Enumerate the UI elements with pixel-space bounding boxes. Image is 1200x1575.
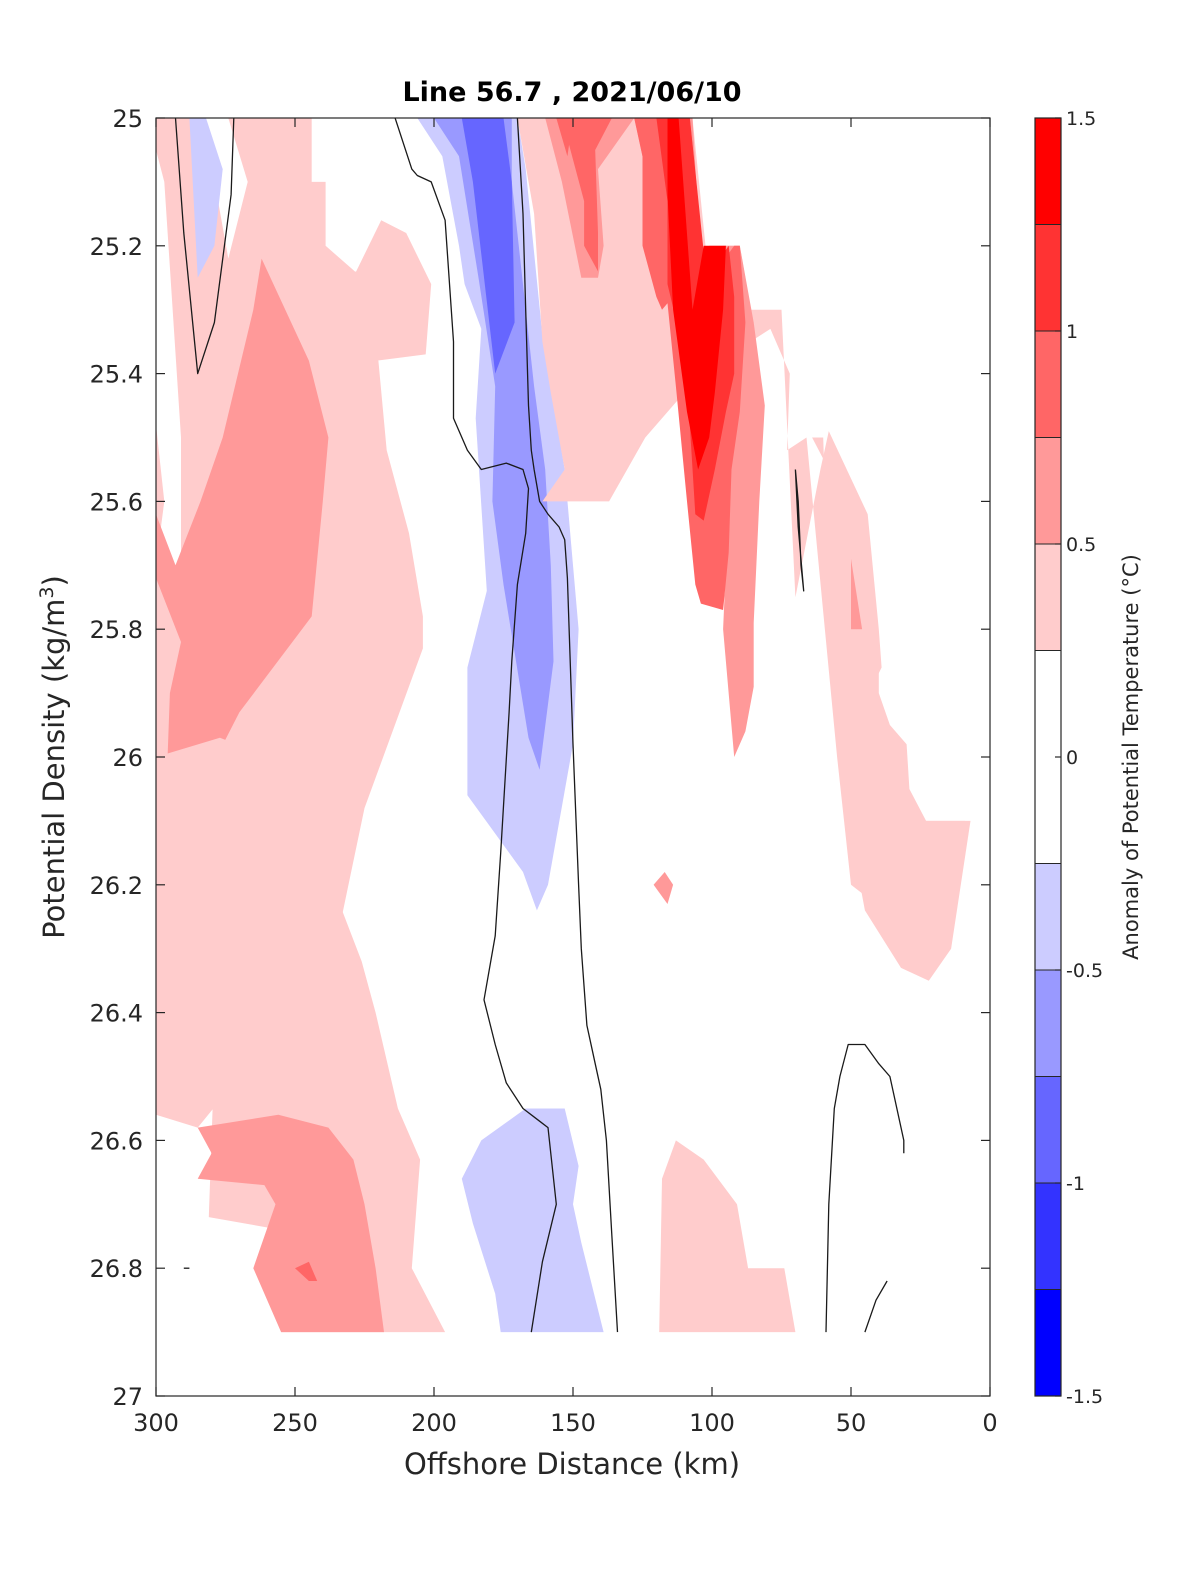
contour-region-warm-lower-left [156,737,446,1333]
y-axis-title-main: Potential Density (kg/m [37,599,71,939]
colorbar-tick-label: -1 [1066,1173,1085,1195]
colorbar-swatch [1035,1076,1061,1183]
y-tick-label: 26.6 [90,1127,143,1155]
contour-east-line [516,118,619,1333]
colorbar-tick-label: 0 [1066,747,1078,769]
y-tick-label: 26 [112,744,143,772]
contour-west-line [174,118,235,375]
colorbar-swatch [1035,437,1061,544]
contour-region-warm-right-strip [812,437,977,981]
colorbar-tick-label: -0.5 [1066,960,1103,982]
contour-region-cold-lower-165 [461,1108,604,1333]
zero-contour-layer [174,118,905,1333]
colorbar-swatch [1035,1183,1061,1290]
contour-right-arc-line [825,1043,905,1333]
x-tick-label: 300 [133,1409,179,1437]
contour-region-warm-patch-200 [325,220,432,361]
y-tick-label: 26.2 [90,872,143,900]
x-tick-label: 200 [411,1409,457,1437]
x-tick-label: 150 [550,1409,596,1437]
colorbar-tick-label: 0.5 [1066,534,1096,556]
chart-title: Line 56.7 , 2021/06/10 [402,77,741,108]
y-axis-title-close: ) [37,575,71,586]
contour-region-warm-lower-left-spot [295,1261,318,1281]
contour-region-warm-lower-left-inner [197,1114,384,1333]
x-axis-title: Offshore Distance (km) [404,1447,740,1481]
colorbar-swatch [1035,224,1061,331]
contour-region-warm-band-inner [156,258,329,821]
contour-mid-line [394,118,557,1333]
y-tick-label: 25.4 [90,361,143,389]
colorbar-swatch [1035,1289,1061,1396]
y-tick-label: 26.8 [90,1255,143,1283]
colorbar [1034,117,1062,1397]
y-tick-label: 27 [112,1383,143,1411]
x-tick-label: 100 [689,1409,735,1437]
y-tick-label: 26.4 [90,1000,143,1028]
y-tick-label: 25 [112,105,143,133]
colorbar-swatch [1035,118,1061,225]
y-axis-title-superscript: 3 [36,586,58,598]
colorbar-tick-label: 1.5 [1066,108,1096,130]
contour-loop-70-line [794,469,805,592]
x-axis: 300 250 200 150 100 50 0 [133,118,998,1437]
y-axis: 25 25.2 25.4 25.6 25.8 26 26.2 26.4 26.6 26.8 27 [90,105,990,1411]
y-axis-title: Potential Density (kg/m3) [36,575,71,939]
contour-fill-layer [156,118,977,1333]
x-tick-label: 250 [272,1409,318,1437]
x-tick-label: 0 [982,1409,997,1437]
contour-region-cold-core-180-inner [434,118,554,770]
contour-region-warm-spot-95 [653,872,674,904]
colorbar-ticks: 1.5 1 0.5 0 -0.5 -1 -1.5 [1055,108,1103,1408]
colorbar-tick-label: 1 [1066,321,1078,343]
contour-region-cold-core-180-deep [461,118,515,374]
contour-region-warm-lower-right [659,1140,796,1333]
y-tick-label: 25.2 [90,233,143,261]
contour-region-warm-core-100-max [667,118,726,470]
contour-region-warm-right-spot [851,558,863,630]
contour-region-cold-spot-top-left [189,118,223,278]
colorbar-swatch [1035,331,1061,438]
contour-region-warm-spot-150-top [556,118,573,157]
colorbar-swatch [1035,544,1061,651]
colorbar-title: Anomaly of Potential Temperature (°C) [1119,554,1143,960]
colorbar-tick-label: -1.5 [1066,1386,1103,1408]
x-tick-label: 50 [836,1409,867,1437]
y-tick-label: 25.6 [90,488,143,516]
y-tick-label: 25.8 [90,616,143,644]
contour-right-tail-line [864,1280,888,1333]
colorbar-swatch [1035,863,1061,970]
colorbar-swatch [1035,970,1061,1077]
